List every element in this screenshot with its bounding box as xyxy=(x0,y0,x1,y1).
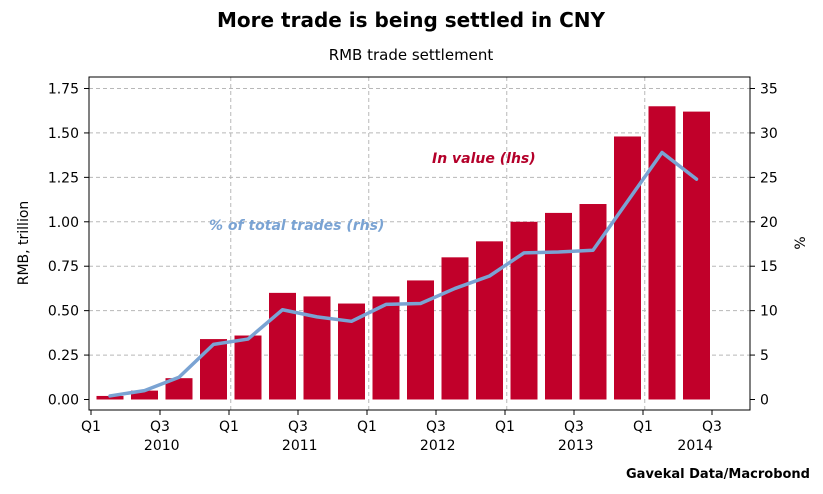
x-tick-label: Q1 xyxy=(357,419,377,435)
y-left-tick-label: 0.50 xyxy=(48,304,79,320)
y-axis-right-label: % xyxy=(793,236,809,249)
bar xyxy=(234,335,262,400)
bar xyxy=(96,395,124,400)
x-year-label: 2012 xyxy=(420,438,456,454)
bar xyxy=(372,296,400,400)
y-left-tick-label: 0.00 xyxy=(48,393,79,409)
y-left-tick-label: 1.00 xyxy=(48,215,79,231)
y-right-tick-label: 5 xyxy=(760,348,769,364)
y-left-tick-label: 1.50 xyxy=(48,126,79,142)
chart-title: More trade is being settled in CNY xyxy=(217,8,606,32)
x-tick-label: Q3 xyxy=(702,419,722,435)
x-tick-label: Q1 xyxy=(495,419,515,435)
x-tick-label: Q1 xyxy=(81,419,101,435)
x-tick-label: Q3 xyxy=(564,419,584,435)
annotation-in-value: In value (lhs) xyxy=(432,151,536,167)
percent-line xyxy=(108,150,699,398)
bar xyxy=(545,212,572,400)
x-tick-label: Q3 xyxy=(426,419,446,435)
y-right-tick-label: 30 xyxy=(760,126,778,142)
x-year-label: 2014 xyxy=(677,438,713,454)
annotation-percent-total: % of total trades (rhs) xyxy=(209,218,384,234)
bar xyxy=(648,106,676,400)
x-tick-label: Q3 xyxy=(288,419,308,435)
y-right-tick-label: 35 xyxy=(760,82,778,98)
y-right-tick-label: 20 xyxy=(760,215,778,231)
line-series xyxy=(108,150,699,398)
y-left-tick-label: 1.75 xyxy=(48,82,79,98)
source-credit: Gavekal Data/Macrobond xyxy=(626,467,810,482)
bar xyxy=(303,296,331,400)
y-right-tick-label: 25 xyxy=(760,170,778,186)
x-tick-label: Q1 xyxy=(633,419,653,435)
bar xyxy=(441,257,469,400)
x-year-label: 2013 xyxy=(558,438,594,454)
bar xyxy=(200,339,227,400)
y-right-tick-label: 15 xyxy=(760,259,778,275)
bar xyxy=(510,221,538,400)
y-right-tick-label: 0 xyxy=(760,393,769,409)
chart-subtitle: RMB trade settlement xyxy=(329,46,494,64)
x-tick-label: Q1 xyxy=(219,419,239,435)
y-right-tick-label: 10 xyxy=(760,304,778,320)
left-axis-ticks: 0.00 0.25 0.50 0.75 1.00 1.25 1.50 1.75 xyxy=(48,82,89,409)
bar xyxy=(614,136,641,400)
bar xyxy=(683,111,710,400)
y-left-tick-label: 0.25 xyxy=(48,348,79,364)
bar xyxy=(165,378,193,400)
y-left-tick-label: 1.25 xyxy=(48,170,79,186)
x-axis-ticks: Q1 Q3 Q1 Q3 Q1 Q3 Q1 Q3 Q1 Q3 2010 2011 2012 2013 2014 xyxy=(81,410,722,454)
y-left-tick-label: 0.75 xyxy=(48,259,79,275)
x-year-label: 2010 xyxy=(144,438,180,454)
plot-frame xyxy=(88,76,751,411)
bar xyxy=(476,241,503,400)
bar xyxy=(131,390,158,400)
right-axis-ticks: 0 5 10 15 20 25 30 35 xyxy=(750,82,778,409)
x-tick-label: Q3 xyxy=(150,419,170,435)
x-year-label: 2011 xyxy=(282,438,318,454)
y-axis-left-label: RMB, trillion xyxy=(16,201,32,286)
bar xyxy=(579,204,607,400)
